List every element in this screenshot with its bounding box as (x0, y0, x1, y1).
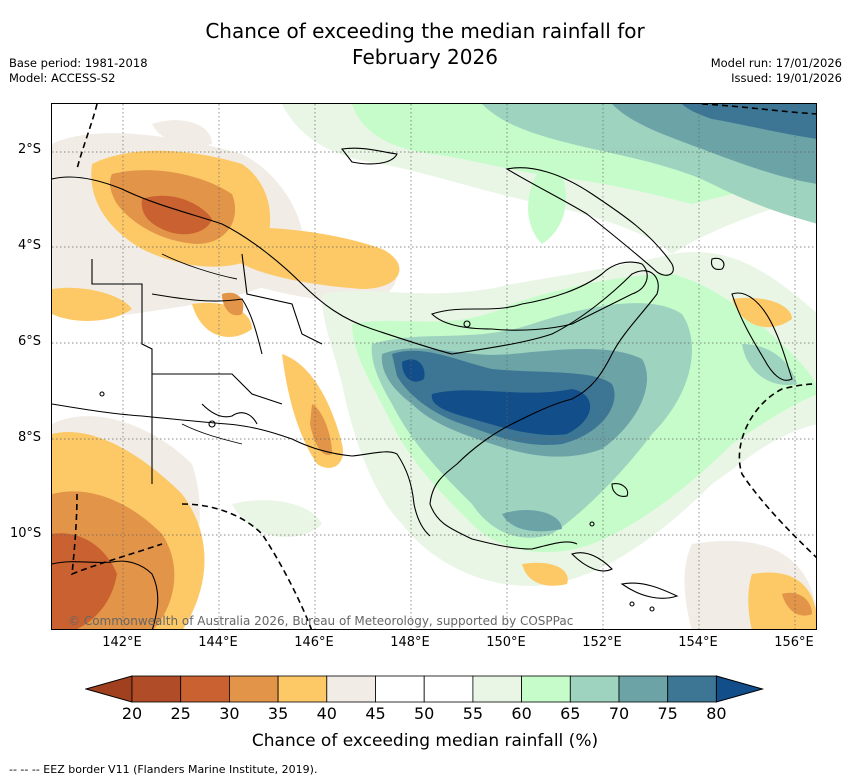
colorbar-segment (521, 675, 571, 703)
colorbar-segment (569, 675, 620, 703)
rainfall-map (51, 103, 817, 630)
colorbar-segment (131, 675, 182, 703)
colorbar-tick-label: 65 (560, 704, 581, 723)
colorbar-extend-high (715, 675, 765, 703)
base-period: Base period: 1981-2018 (9, 56, 148, 70)
lat-label-10s: 10°S (10, 526, 42, 541)
title-line-1: Chance of exceeding the median rainfall … (205, 19, 645, 43)
colorbar-extend-low (85, 675, 133, 703)
lon-label-152e: 152°E (582, 635, 622, 650)
colorbar-label: Chance of exceeding median rainfall (%) (251, 731, 599, 751)
colorbar-tick-label: 70 (608, 704, 630, 723)
colorbar-tick-label: 45 (365, 704, 386, 723)
colorbar-tick-label: 80 (706, 704, 727, 723)
colorbar-segment (472, 675, 522, 703)
colorbar-segment (618, 675, 669, 703)
colorbar-tick-label: 30 (219, 704, 240, 723)
colorbar-tick-label: 25 (170, 704, 191, 723)
issued-date: Issued: 19/01/2026 (731, 71, 842, 85)
colorbar-tick-label: 55 (462, 704, 484, 723)
colorbar-segment (375, 675, 425, 703)
map-svg (52, 104, 816, 629)
colorbar-segment (326, 675, 376, 703)
colorbar-tick-label: 50 (414, 704, 435, 723)
colorbar-segment (667, 675, 717, 703)
model-run: Model run: 17/01/2026 (710, 56, 842, 70)
prob-25-30-areas (52, 195, 212, 629)
colorbar-tick-label: 40 (316, 704, 337, 723)
model-name: Model: ACCESS-S2 (9, 71, 116, 85)
lat-label-2s: 2°S (18, 142, 42, 157)
colorbar-tick-label: 35 (267, 704, 289, 723)
colorbar-tick-label: 20 (121, 704, 143, 723)
lon-label-144e: 144°E (198, 635, 238, 650)
lon-label-142e: 142°E (102, 635, 142, 650)
lon-label-156e: 156°E (774, 635, 814, 650)
lon-label-148e: 148°E (390, 635, 430, 650)
prob-above-80-areas (402, 359, 591, 435)
meta-right: Model run: 17/01/2026 Issued: 19/01/2026 (711, 56, 842, 86)
colorbar-segment (423, 675, 474, 703)
eez-border-note: -- -- -- EEZ border V11 (Flanders Marine… (9, 763, 318, 776)
colorbar-tick-label: 60 (511, 704, 532, 723)
colorbar-segment (228, 675, 279, 703)
lat-label-4s: 4°S (18, 238, 42, 253)
colorbar (85, 675, 765, 703)
lat-label-8s: 8°S (18, 430, 42, 445)
title-line-2: February 2026 (352, 45, 498, 69)
coastlines (52, 147, 793, 629)
meta-left: Base period: 1981-2018 Model: ACCESS-S2 (9, 56, 148, 86)
lon-label-150e: 150°E (486, 635, 526, 650)
lat-label-6s: 6°S (18, 334, 42, 349)
lon-label-146e: 146°E (294, 635, 334, 650)
chart-title: Chance of exceeding the median rainfall … (0, 18, 850, 70)
colorbar-segment (277, 675, 328, 703)
colorbar-tick-label: 75 (657, 704, 678, 723)
colorbar-segment (180, 675, 230, 703)
eez-borders (71, 104, 816, 629)
lon-label-154e: 154°E (678, 635, 718, 650)
copyright-notice: © Commonwealth of Australia 2026, Bureau… (68, 614, 574, 628)
